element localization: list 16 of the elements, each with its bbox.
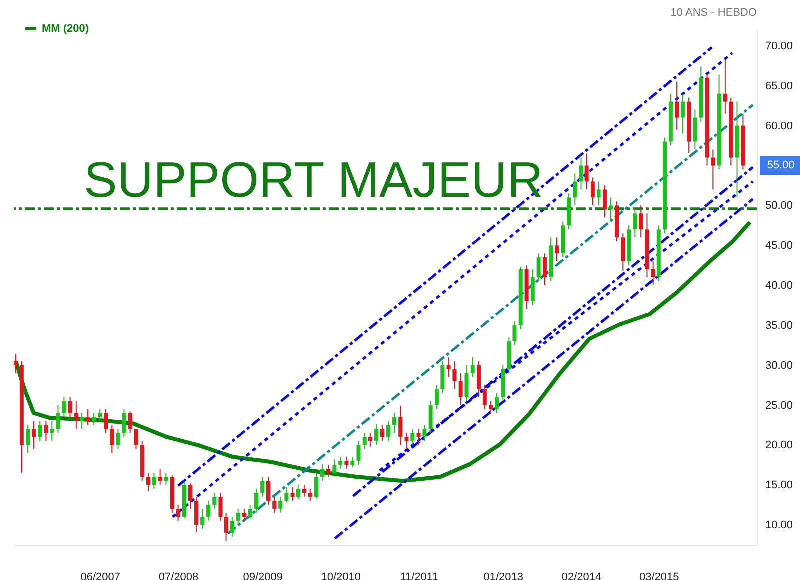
y-tick-label: 65.00	[766, 80, 794, 92]
y-tick-label: 35.00	[766, 320, 794, 332]
annotation: 55.00	[767, 160, 795, 172]
y-tick-label: 10.00	[766, 520, 794, 532]
y-tick-label: 70.00	[766, 40, 794, 52]
y-tick-label: 50.00	[766, 200, 794, 212]
ref-line-label: SUPPORT MAJEUR	[84, 152, 544, 208]
y-tick-label: 60.00	[766, 120, 794, 132]
y-tick-label: 20.00	[766, 440, 794, 452]
y-tick-label: 40.00	[766, 280, 794, 292]
chart-title: 10 ANS - HEBDO	[670, 7, 758, 19]
y-tick-label: 15.00	[766, 480, 794, 492]
y-tick-label: 45.00	[766, 240, 794, 252]
legend-label: MM (200)	[42, 23, 90, 35]
y-tick-label: 25.00	[766, 400, 794, 412]
y-tick-label: 30.00	[766, 360, 794, 372]
